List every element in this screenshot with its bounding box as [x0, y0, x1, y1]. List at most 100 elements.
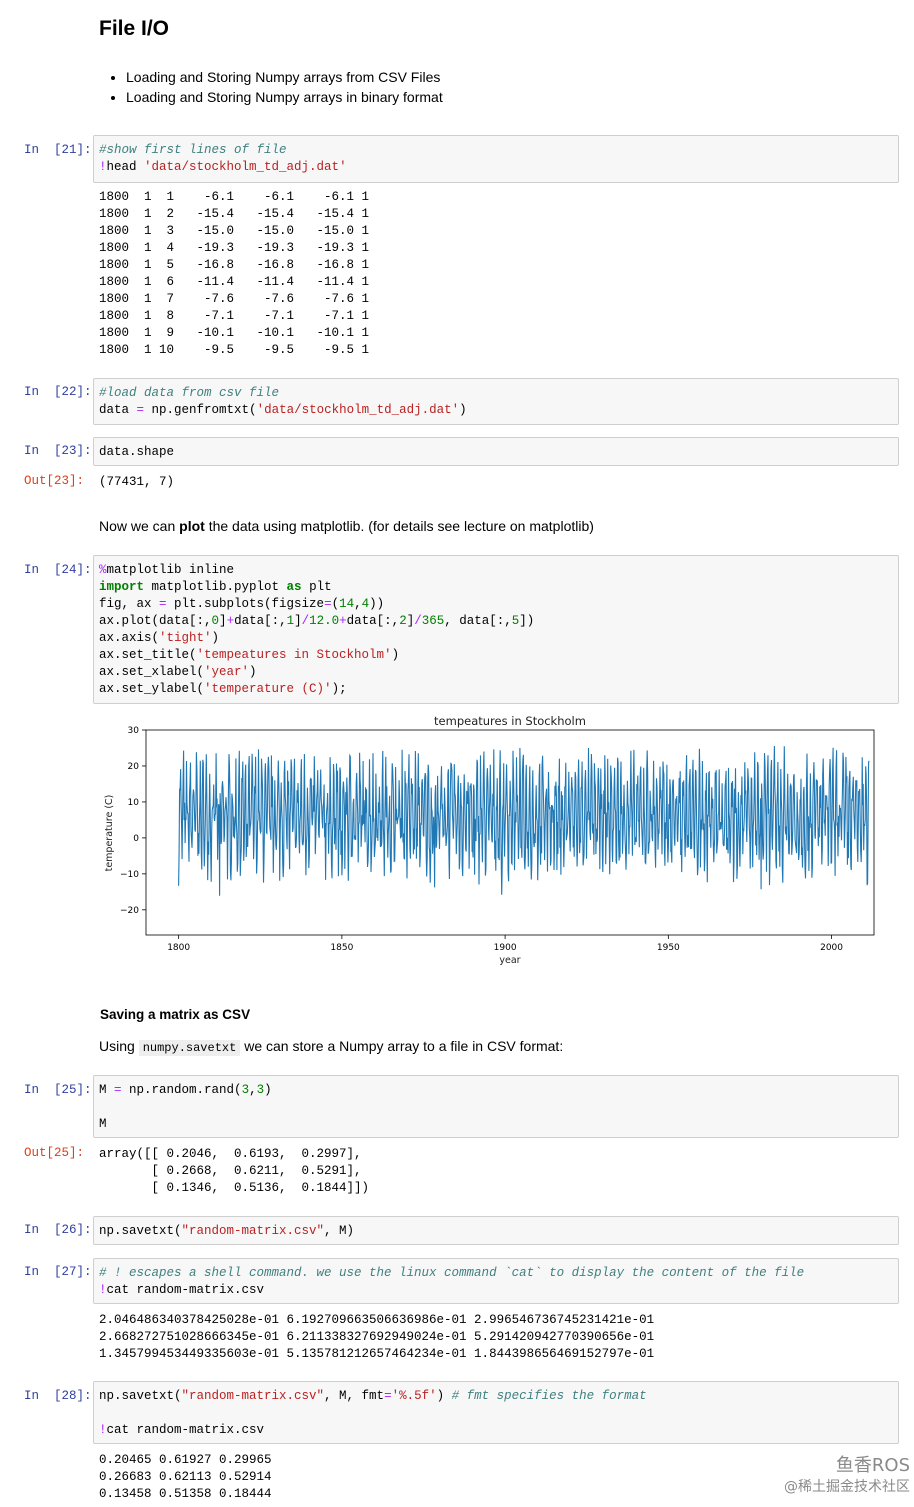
x-tick-label: 2000 — [820, 943, 843, 953]
code-cell-21[interactable]: #show first lines of file !head 'data/st… — [93, 135, 899, 183]
input-prompt: In [24]: — [24, 563, 92, 577]
code-operator: = — [324, 597, 332, 611]
code-cell-26[interactable]: np.savetxt("random-matrix.csv", M) — [93, 1216, 899, 1245]
code-comment: # ! escapes a shell command. we use the … — [99, 1266, 805, 1280]
temperature-line-chart: 1800 1850 1900 1950 2000 −20 −10 0 10 20 30 tempea… — [104, 714, 875, 966]
output-text: 1800 1 9 -10.1 -10.1 -10.1 1 — [99, 326, 370, 340]
code-text: , — [354, 597, 362, 611]
output-text: [ 0.1346, 0.5136, 0.1844]]) — [99, 1181, 370, 1195]
output-text: 1800 1 10 -9.5 -9.5 -9.5 1 — [99, 343, 370, 357]
x-tick-label: 1800 — [167, 943, 190, 953]
number: 14 — [339, 597, 355, 611]
code-text: ax.set_title( — [99, 648, 197, 662]
ticks-group: 1800 1850 1900 1950 2000 −20 −10 0 10 20 30 — [120, 726, 843, 953]
code-text: matplotlib.pyplot — [144, 580, 287, 594]
code-string: 'data/stockholm_td_adj.dat' — [256, 403, 460, 417]
text-run: the data using matplotlib. (for details … — [204, 518, 594, 534]
output-prompt: Out[23]: — [24, 474, 85, 488]
code-text: M — [99, 1117, 107, 1131]
x-tick-label: 1850 — [330, 943, 353, 953]
code-text: ) — [459, 403, 467, 417]
code-text: np.savetxt( — [99, 1389, 182, 1403]
output-prompt: Out[25]: — [24, 1146, 85, 1160]
y-tick-label: −10 — [120, 870, 139, 880]
output-text: 0.26683 0.62113 0.52914 — [99, 1470, 272, 1484]
input-prompt: In [28]: — [24, 1389, 92, 1403]
code-cell-27[interactable]: # ! escapes a shell command. we use the … — [93, 1258, 899, 1304]
chart-title: tempeatures in Stockholm — [434, 714, 586, 728]
code-text: data — [99, 403, 137, 417]
code-text: matplotlib inline — [106, 563, 235, 577]
watermark-title: 鱼香ROS — [835, 1455, 910, 1476]
input-prompt: In [26]: — [24, 1223, 92, 1237]
keyword: import — [99, 580, 145, 594]
shell-escape: ! — [99, 1423, 107, 1437]
magic-symbol: % — [99, 563, 107, 577]
list-item: Loading and Storing Numpy arrays from CS… — [126, 67, 443, 87]
code-cell-23[interactable]: data.shape — [93, 437, 899, 466]
output-text: 1800 1 5 -16.8 -16.8 -16.8 1 — [99, 258, 370, 272]
output-text: 1800 1 2 -15.4 -15.4 -15.4 1 — [99, 207, 370, 221]
watermark: 鱼香ROS @稀土掘金技术社区 — [760, 1455, 910, 1497]
input-prompt: In [27]: — [24, 1265, 92, 1279]
output-text: 2.668272751028666345e-01 6.2113383276929… — [99, 1330, 655, 1344]
code-string: '%.5f' — [391, 1389, 437, 1403]
code-operator: + — [339, 614, 347, 628]
code-string: 'tempeatures in Stockholm' — [196, 648, 392, 662]
text-run: Now we can — [99, 518, 180, 534]
series-line-temperature — [178, 745, 870, 896]
inline-code: numpy.savetxt — [138, 1040, 241, 1056]
code-text: ) — [249, 665, 257, 679]
output-text: 2.046486340378425028e-01 6.1927096635066… — [99, 1313, 655, 1327]
code-text: data[:, — [234, 614, 287, 628]
text-run: we can store a Numpy array to a file in … — [240, 1038, 564, 1054]
list-item: Loading and Storing Numpy arrays in bina… — [126, 87, 443, 107]
code-text: ) — [436, 1389, 452, 1403]
input-prompt: In [23]: — [24, 444, 92, 458]
code-operator: = — [136, 403, 145, 417]
code-string: "random-matrix.csv" — [181, 1224, 325, 1238]
code-text: )) — [369, 597, 385, 611]
code-operator: = — [384, 1389, 392, 1403]
code-cell-28[interactable]: np.savetxt("random-matrix.csv", M, fmt='… — [93, 1381, 899, 1444]
code-operator: / — [414, 614, 422, 628]
code-string: 'temperature (C)' — [204, 682, 332, 696]
code-cell-22[interactable]: #load data from csv file data = np.genfr… — [93, 378, 899, 425]
code-text: , — [249, 1083, 257, 1097]
code-text: ) — [391, 648, 400, 662]
number: 5 — [511, 614, 520, 628]
code-text: np.genfromtxt( — [144, 403, 257, 417]
output-text: 1.345799453449335603e-01 5.1357812126574… — [99, 1347, 655, 1361]
code-operator: / — [301, 614, 310, 628]
code-text: np.savetxt( — [99, 1224, 182, 1238]
output-text: 1800 1 7 -7.6 -7.6 -7.6 1 — [99, 292, 370, 306]
code-string: 'tight' — [159, 631, 212, 645]
code-text: ) — [211, 631, 220, 645]
output-text: 1800 1 8 -7.1 -7.1 -7.1 1 — [99, 309, 370, 323]
number: 3 — [241, 1083, 250, 1097]
code-text: ) — [264, 1083, 272, 1097]
keyword: as — [286, 580, 302, 594]
series-group — [178, 745, 870, 896]
intro-bullet-list: Loading and Storing Numpy arrays from CS… — [108, 67, 443, 107]
number: 2 — [399, 614, 407, 628]
code-comment: #show first lines of file — [99, 143, 287, 157]
markdown-paragraph: Now we can plot the data using matplotli… — [99, 518, 594, 534]
code-cell-25[interactable]: M = np.random.rand(3,3) M — [93, 1075, 899, 1138]
code-text: fig, ax — [99, 597, 160, 611]
input-prompt: In [21]: — [24, 143, 92, 157]
shell-escape: ! — [99, 160, 107, 174]
code-text: data.shape — [99, 445, 175, 459]
code-text: ax.plot(data[:, — [99, 614, 212, 628]
code-comment: # fmt specifies the format — [451, 1389, 647, 1403]
input-prompt: In [22]: — [24, 385, 92, 399]
code-text: , M, fmt — [324, 1389, 385, 1403]
y-tick-label: 0 — [133, 834, 139, 844]
output-text: array([[ 0.2046, 0.6193, 0.2997], — [99, 1147, 362, 1161]
number: 4 — [361, 597, 370, 611]
y-axis-label: temperature (C) — [104, 795, 115, 872]
output-text: 1800 1 4 -19.3 -19.3 -19.3 1 — [99, 241, 370, 255]
code-cell-24[interactable]: %matplotlib inline import matplotlib.pyp… — [93, 555, 899, 704]
y-tick-label: 30 — [128, 726, 140, 736]
number: 12.0 — [309, 614, 340, 628]
